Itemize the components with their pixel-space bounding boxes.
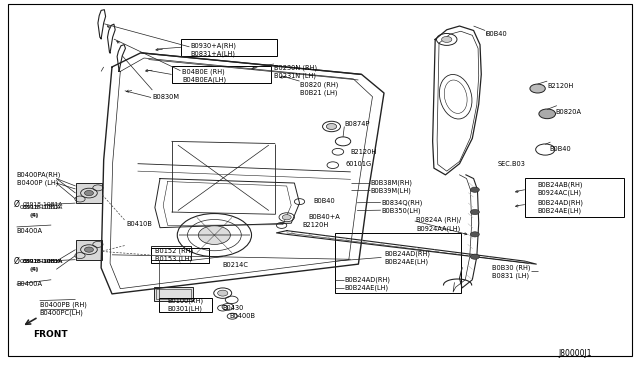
Text: B2120H: B2120H xyxy=(302,222,328,228)
Text: B0924AC(LH): B0924AC(LH) xyxy=(538,189,582,196)
Text: B0400P (LH): B0400P (LH) xyxy=(17,180,58,186)
Bar xyxy=(156,289,191,299)
Text: B0153 (LH): B0153 (LH) xyxy=(155,256,192,262)
Text: B0430: B0430 xyxy=(223,305,244,311)
Text: Ø: Ø xyxy=(14,200,20,209)
Circle shape xyxy=(470,209,479,215)
Text: FRONT: FRONT xyxy=(33,330,68,339)
Text: B0B24AD(RH): B0B24AD(RH) xyxy=(538,199,584,206)
Text: B0400PB (RH): B0400PB (RH) xyxy=(40,301,86,308)
Circle shape xyxy=(470,232,479,237)
Text: B0B24AE(LH): B0B24AE(LH) xyxy=(344,285,388,291)
Circle shape xyxy=(84,190,93,196)
Text: (4): (4) xyxy=(29,267,38,272)
Text: B0B39M(LH): B0B39M(LH) xyxy=(370,187,411,194)
Bar xyxy=(151,246,191,260)
Circle shape xyxy=(326,124,337,129)
Text: (4): (4) xyxy=(31,213,39,218)
Text: B2120H: B2120H xyxy=(351,149,377,155)
Text: (4): (4) xyxy=(29,213,38,218)
Text: B0930+A(RH): B0930+A(RH) xyxy=(191,42,237,49)
Text: B0231N (LH): B0231N (LH) xyxy=(274,73,316,79)
Bar xyxy=(335,233,461,293)
Text: 60101G: 60101G xyxy=(346,161,372,167)
Text: B04B0EA(LH): B04B0EA(LH) xyxy=(182,76,227,83)
Circle shape xyxy=(470,254,479,259)
Text: B0831 (LH): B0831 (LH) xyxy=(492,273,529,279)
Text: B0400PA(RH): B0400PA(RH) xyxy=(17,171,61,178)
Text: B0400A: B0400A xyxy=(17,281,43,287)
Bar xyxy=(151,248,209,263)
Text: B0B40+A: B0B40+A xyxy=(308,214,340,220)
Circle shape xyxy=(282,215,291,220)
Text: 08918-1081A: 08918-1081A xyxy=(22,259,63,264)
Text: B0B24AD(RH): B0B24AD(RH) xyxy=(384,250,430,257)
Text: B0820A: B0820A xyxy=(556,109,582,115)
Text: B0230N (RH): B0230N (RH) xyxy=(274,64,317,71)
Text: B0874P: B0874P xyxy=(344,121,370,126)
Text: B0B38M(RH): B0B38M(RH) xyxy=(370,180,412,186)
Text: B0B24AE(LH): B0B24AE(LH) xyxy=(538,207,582,214)
Text: B0301(LH): B0301(LH) xyxy=(168,305,203,312)
Text: 08918-1081A: 08918-1081A xyxy=(22,205,63,210)
Text: B0B24AB(RH): B0B24AB(RH) xyxy=(538,181,583,188)
Circle shape xyxy=(84,247,93,252)
Text: B0830M: B0830M xyxy=(152,94,179,100)
Bar xyxy=(181,39,277,56)
Bar xyxy=(76,183,102,203)
Text: Ø: Ø xyxy=(14,257,20,266)
Text: B0400A: B0400A xyxy=(17,228,43,234)
Text: B0B350(LH): B0B350(LH) xyxy=(381,207,421,214)
Text: B0100(RH): B0100(RH) xyxy=(168,297,204,304)
Text: B0831+A(LH): B0831+A(LH) xyxy=(191,50,236,57)
Text: 08918-1081A: 08918-1081A xyxy=(22,202,63,207)
Text: B0152 (RH): B0152 (RH) xyxy=(155,247,193,254)
Text: B0214C: B0214C xyxy=(223,262,249,268)
Text: J80000J1: J80000J1 xyxy=(558,349,591,358)
Bar xyxy=(154,287,193,301)
Text: (4): (4) xyxy=(31,267,39,272)
Circle shape xyxy=(218,290,228,296)
Bar xyxy=(159,298,212,312)
Bar xyxy=(76,240,102,260)
Text: B0B21 (LH): B0B21 (LH) xyxy=(300,90,337,96)
Text: B0B24AD(RH): B0B24AD(RH) xyxy=(344,276,390,283)
Text: B0B24AE(LH): B0B24AE(LH) xyxy=(384,259,428,265)
Bar xyxy=(172,66,271,83)
Text: SEC.B03: SEC.B03 xyxy=(498,161,526,167)
Circle shape xyxy=(470,187,479,192)
Text: B0400B: B0400B xyxy=(229,313,255,319)
Text: B0B40: B0B40 xyxy=(314,198,335,204)
Circle shape xyxy=(539,109,556,119)
Text: B0924AA(LH): B0924AA(LH) xyxy=(416,225,460,232)
Text: 08918-1081A: 08918-1081A xyxy=(22,259,63,264)
Text: B0B40: B0B40 xyxy=(485,31,507,37)
Text: B0834Q(RH): B0834Q(RH) xyxy=(381,199,423,206)
Text: B0820 (RH): B0820 (RH) xyxy=(300,81,338,88)
Text: B0B40: B0B40 xyxy=(549,146,571,152)
Text: 08918-1081A: 08918-1081A xyxy=(19,205,61,210)
Text: B0824A (RH)/: B0824A (RH)/ xyxy=(416,217,461,224)
Text: B0400PC(LH): B0400PC(LH) xyxy=(40,309,84,316)
Text: 08918-1081A: 08918-1081A xyxy=(19,259,61,264)
Text: B2120H: B2120H xyxy=(547,83,573,89)
Circle shape xyxy=(442,36,452,42)
Circle shape xyxy=(530,84,545,93)
Text: B04B0E (RH): B04B0E (RH) xyxy=(182,68,225,75)
Bar xyxy=(525,178,624,217)
Text: B0B30 (RH): B0B30 (RH) xyxy=(492,264,530,271)
Circle shape xyxy=(198,226,230,244)
Text: B0410B: B0410B xyxy=(127,221,152,227)
